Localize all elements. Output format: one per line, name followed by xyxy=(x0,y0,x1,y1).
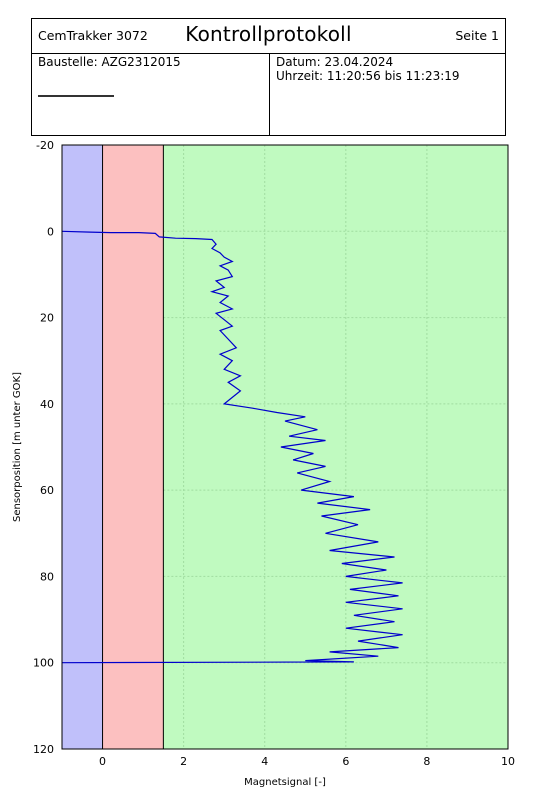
y-tick-label: 20 xyxy=(40,312,54,325)
y-tick-label: 80 xyxy=(40,570,54,583)
report-header: CemTrakker 3072 Kontrollprotokoll Seite … xyxy=(31,18,506,136)
datetime-block: Datum: 23.04.2024 Uhrzeit: 11:20:56 bis … xyxy=(276,55,460,83)
redacted-scribble xyxy=(38,95,114,97)
x-tick-label: 2 xyxy=(180,755,187,768)
y-tick-label: 100 xyxy=(33,657,54,670)
time-label: Uhrzeit: 11:20:56 bis 11:23:19 xyxy=(276,69,460,83)
x-tick-label: 4 xyxy=(261,755,268,768)
y-tick-label: 60 xyxy=(40,484,54,497)
y-tick-label: 120 xyxy=(33,743,54,756)
x-tick-label: 6 xyxy=(342,755,349,768)
x-axis-label: Magnetsignal [-] xyxy=(244,777,326,788)
zone-band-0 xyxy=(62,145,103,749)
site-label: Baustelle: AZG2312015 xyxy=(38,55,181,69)
x-tick-label: 10 xyxy=(501,755,515,768)
report-title: Kontrollprotokoll xyxy=(185,22,352,46)
x-tick-labels: 0 2 4 6 8 10 xyxy=(99,755,515,768)
plot-frame xyxy=(61,144,509,750)
signal-zones xyxy=(62,145,508,749)
y-tick-label: 0 xyxy=(47,225,54,238)
x-tick-label: 8 xyxy=(423,755,430,768)
date-label: Datum: 23.04.2024 xyxy=(276,55,394,69)
header-top-row: CemTrakker 3072 Kontrollprotokoll Seite … xyxy=(32,19,505,54)
header-divider xyxy=(269,53,270,135)
y-tick-label: -20 xyxy=(36,139,54,152)
magnet-signal-line xyxy=(61,230,403,664)
y-axis-label: Sensorposition [m unter GOK] xyxy=(12,372,23,522)
x-tick-label: 0 xyxy=(99,755,106,768)
zone-band-2 xyxy=(163,145,508,749)
device-name: CemTrakker 3072 xyxy=(38,28,148,43)
y-tick-labels: -20 0 20 40 60 80 100 120 xyxy=(33,139,54,756)
page-number: Seite 1 xyxy=(455,28,499,43)
zone-band-1 xyxy=(102,145,164,749)
zone-boundaries xyxy=(102,145,164,749)
y-tick-label: 40 xyxy=(40,398,54,411)
